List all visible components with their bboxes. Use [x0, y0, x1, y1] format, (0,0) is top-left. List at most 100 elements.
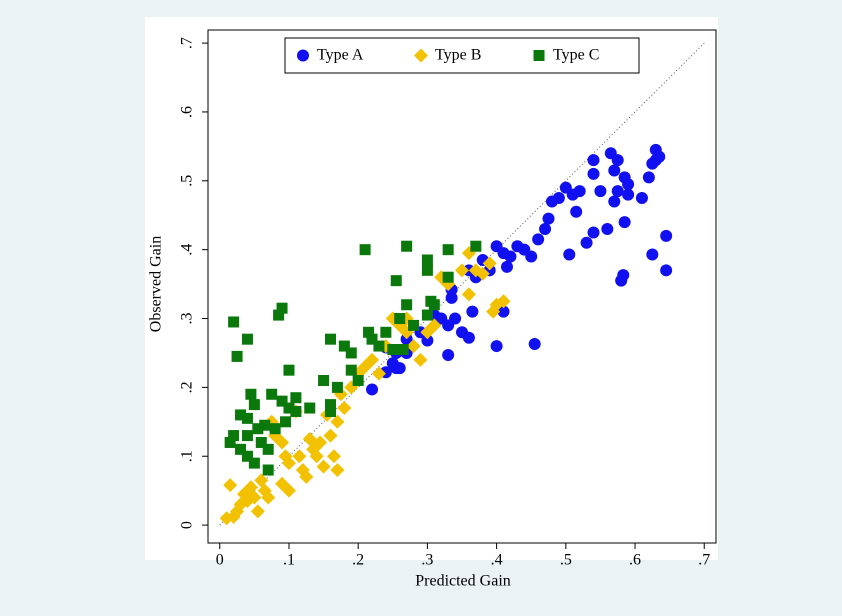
- point: [421, 254, 433, 266]
- point: [570, 205, 583, 218]
- point: [427, 318, 442, 333]
- point: [365, 352, 380, 367]
- point: [241, 412, 253, 424]
- point: [608, 164, 621, 177]
- point: [243, 480, 258, 495]
- point: [587, 154, 600, 167]
- point: [304, 402, 316, 414]
- legend-marker: [414, 48, 428, 63]
- point: [245, 388, 257, 400]
- point: [421, 309, 433, 321]
- point: [275, 435, 290, 450]
- point: [338, 340, 350, 352]
- point: [660, 229, 673, 242]
- point: [345, 347, 357, 359]
- point: [580, 236, 593, 249]
- point: [313, 435, 328, 450]
- x-tick-label: .7: [698, 552, 710, 569]
- x-tick-label: .3: [421, 552, 433, 569]
- point: [283, 402, 295, 414]
- point: [660, 264, 673, 277]
- legend-label: Type B: [435, 47, 481, 64]
- point: [390, 275, 402, 287]
- point: [428, 299, 440, 311]
- y-tick-label: 0: [179, 521, 196, 529]
- point: [611, 185, 624, 198]
- point: [442, 271, 454, 283]
- x-tick-label: .4: [491, 552, 503, 569]
- legend-box: [284, 37, 640, 74]
- point: [406, 339, 421, 354]
- point: [421, 334, 434, 347]
- x-tick-label: 0: [216, 552, 224, 569]
- point: [397, 344, 409, 356]
- point: [231, 350, 243, 362]
- point: [252, 423, 264, 435]
- point: [601, 223, 614, 236]
- point: [269, 423, 281, 435]
- point: [283, 364, 295, 376]
- point: [241, 333, 253, 345]
- point: [442, 244, 454, 256]
- point: [617, 269, 630, 282]
- point: [387, 344, 399, 356]
- point: [497, 305, 510, 318]
- point: [366, 383, 379, 396]
- point: [373, 340, 385, 352]
- point: [292, 449, 307, 464]
- x-tick-label: .5: [560, 552, 572, 569]
- point: [325, 405, 337, 417]
- plot-region: [145, 17, 718, 560]
- point: [363, 326, 375, 338]
- point: [470, 240, 482, 252]
- point: [401, 240, 413, 252]
- x-tick-label: .1: [283, 552, 295, 569]
- point: [635, 192, 648, 205]
- plot-frame: [207, 29, 717, 544]
- point: [359, 244, 371, 256]
- point: [587, 167, 600, 180]
- point: [326, 449, 341, 464]
- point: [228, 430, 240, 442]
- y-tick-label: .1: [179, 450, 196, 462]
- point: [421, 264, 433, 276]
- point: [528, 337, 541, 350]
- point: [316, 459, 331, 474]
- point: [611, 154, 624, 167]
- point: [262, 443, 274, 455]
- point: [646, 248, 659, 261]
- point: [608, 195, 621, 208]
- point: [653, 150, 666, 163]
- point: [352, 374, 364, 386]
- point: [290, 405, 302, 417]
- y-tick-label: .3: [179, 313, 196, 325]
- point: [461, 287, 476, 302]
- x-tick-label: .6: [629, 552, 641, 569]
- point: [248, 399, 260, 411]
- point: [273, 309, 285, 321]
- point: [442, 349, 455, 362]
- point: [532, 233, 545, 246]
- y-tick-label: .5: [179, 175, 196, 187]
- point: [331, 381, 343, 393]
- point: [486, 304, 501, 319]
- point: [475, 266, 490, 281]
- point: [449, 312, 462, 325]
- point: [455, 263, 469, 278]
- point: [371, 366, 386, 381]
- y-axis-label: Observed Gain: [148, 236, 165, 332]
- point: [393, 362, 406, 375]
- point: [394, 313, 406, 325]
- point: [262, 464, 274, 476]
- point: [401, 299, 413, 311]
- point: [587, 226, 600, 239]
- point: [542, 212, 555, 225]
- point: [345, 364, 357, 376]
- y-tick-label: .6: [179, 106, 196, 118]
- point: [325, 333, 337, 345]
- point: [235, 409, 247, 421]
- point: [504, 250, 517, 263]
- point: [622, 178, 635, 191]
- y-tick-label: .4: [179, 244, 196, 256]
